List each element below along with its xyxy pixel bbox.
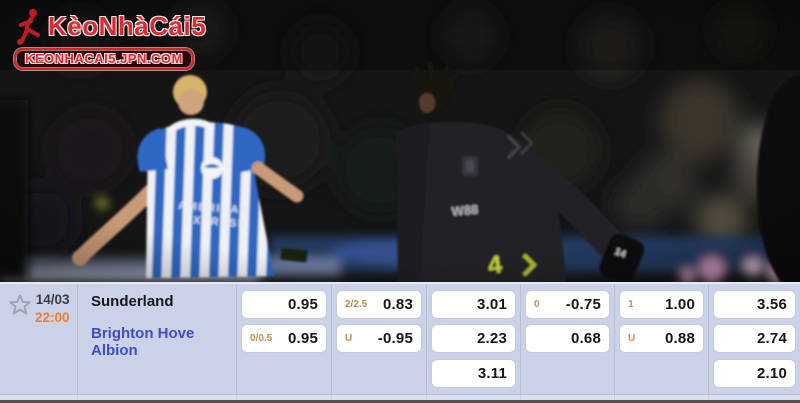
- odds-value: -0.95: [377, 330, 413, 347]
- brand-logo-text: KèoNhàCái5: [48, 10, 207, 41]
- odds-cell-handicap2-home[interactable]: 0 -0.75: [526, 291, 609, 318]
- odds-value: 2.10: [757, 365, 787, 382]
- brand-logo: KèoNhàCái5 KEONHACAI5.JPN.COM: [12, 7, 206, 70]
- odds-cell-1x2b-away[interactable]: 2.74: [714, 325, 795, 352]
- odds-panel: 14/03 22:00 Sunderland Brighton Hove Alb…: [0, 282, 800, 403]
- odds-value: 1.00: [665, 296, 695, 313]
- handicap-line-label: 0: [534, 299, 540, 310]
- odds-column-over-under-1: 2/2.5 0.83 U -0.95: [332, 284, 427, 400]
- odds-cell-handicap1-home[interactable]: 0.95: [242, 291, 326, 318]
- match-date: 14/03: [35, 292, 70, 307]
- odds-cell-over2[interactable]: 1 1.00: [620, 291, 703, 318]
- odds-column-1x2-2: 3.56 2.74 2.10: [709, 284, 800, 400]
- match-time: 22:00: [35, 310, 70, 325]
- match-photo: AMERICAN EXPRESS W88: [0, 0, 800, 282]
- odds-column-handicap-2: 0 -0.75 0.68: [521, 284, 615, 400]
- odds-value: 2.23: [477, 330, 507, 347]
- odds-value: 0.83: [383, 296, 413, 313]
- odds-cell-1x2b-draw[interactable]: 2.10: [714, 360, 795, 387]
- soccer-player-icon: [17, 9, 40, 45]
- odds-value: 3.11: [477, 365, 507, 382]
- handicap-line-label: 0/0.5: [250, 333, 273, 344]
- odds-column-over-under-2: 1 1.00 U 0.88: [615, 284, 709, 400]
- odds-cell-1x2-home[interactable]: 3.01: [432, 291, 515, 318]
- odds-cell-1x2-draw[interactable]: 3.11: [432, 360, 515, 387]
- brand-domain-badge: KEONHACAI5.JPN.COM: [14, 48, 194, 70]
- home-team-name[interactable]: Sunderland: [91, 293, 174, 310]
- odds-column-handicap-1: 0.95 0/0.5 0.95: [237, 284, 332, 400]
- odds-value: 0.68: [571, 330, 601, 347]
- match-photo-illustration: AMERICAN EXPRESS W88: [0, 0, 800, 282]
- under-label: U: [345, 333, 353, 344]
- away-team-name[interactable]: Brighton Hove Albion: [91, 325, 195, 359]
- match-meta-column: 14/03 22:00: [0, 284, 78, 400]
- odds-cell-1x2-away[interactable]: 2.23: [432, 325, 515, 352]
- odds-value: 3.56: [757, 296, 787, 313]
- odds-cell-under1[interactable]: U -0.95: [337, 325, 421, 352]
- odds-cell-over1[interactable]: 2/2.5 0.83: [337, 291, 421, 318]
- odds-cell-1x2b-home[interactable]: 3.56: [714, 291, 795, 318]
- odds-value: 0.95: [288, 330, 318, 347]
- odds-value: -0.75: [565, 296, 601, 313]
- odds-cell-under2[interactable]: U 0.88: [620, 325, 703, 352]
- teams-column[interactable]: Sunderland Brighton Hove Albion: [78, 284, 237, 400]
- odds-value: 0.88: [665, 330, 695, 347]
- under-label: U: [628, 333, 636, 344]
- odds-column-1x2-1: 3.01 2.23 3.11: [427, 284, 521, 400]
- odds-value: 2.74: [757, 330, 787, 347]
- odds-cell-handicap1-away[interactable]: 0/0.5 0.95: [242, 325, 326, 352]
- total-line-label: 2/2.5: [345, 299, 368, 310]
- odds-value: 3.01: [477, 296, 507, 313]
- odds-cell-handicap2-away[interactable]: 0.68: [526, 325, 609, 352]
- favorite-star-icon[interactable]: [8, 293, 32, 317]
- odds-value: 0.95: [288, 296, 318, 313]
- total-line-label: 1: [628, 299, 634, 310]
